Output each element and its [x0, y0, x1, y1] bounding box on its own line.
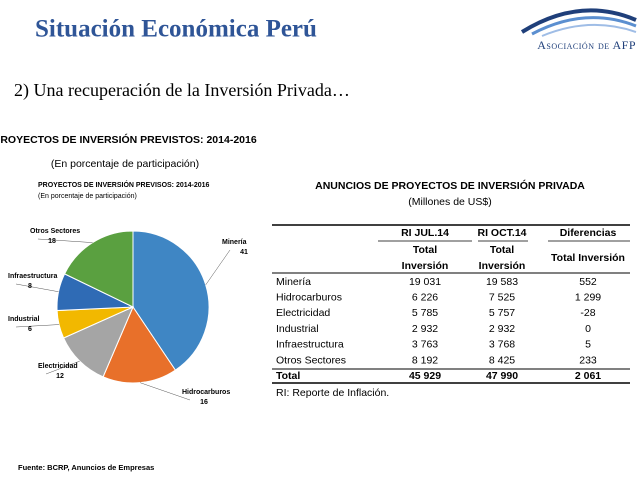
slice-label: Industrial — [8, 316, 40, 323]
table-cell: 5 785 — [412, 307, 438, 319]
slice-label: Otros Sectores — [30, 228, 80, 235]
slice-value: 12 — [56, 373, 64, 380]
logo-arc — [541, 23, 637, 37]
slice-value: 8 — [28, 283, 32, 290]
table-subtitle: (Millones de US$) — [408, 196, 491, 208]
slide-title: Situación Económica Perú — [35, 16, 317, 43]
column-header: Total Inversión — [551, 252, 625, 264]
table-cell: 5 757 — [489, 307, 515, 319]
row-label: Infraestructura — [276, 339, 344, 351]
slice-label: Electricidad — [38, 363, 78, 370]
table-cell: 5 — [585, 339, 591, 351]
pie-slice — [132, 230, 210, 371]
table-cell: 8 192 — [412, 354, 438, 366]
table-cell: 19 583 — [486, 276, 518, 288]
row-label: Minería — [276, 276, 311, 288]
logo-text: Asociación de AFP — [537, 38, 636, 52]
chart-inner-subtitle: (En porcentaje de participación) — [38, 193, 137, 200]
chart-title: PROYECTOS DE INVERSIÓN PREVISTOS: 2014-2… — [0, 133, 257, 146]
leader-line — [205, 249, 231, 286]
logo-arc — [531, 16, 637, 36]
leader-line — [45, 360, 80, 375]
table-cell: 2 932 — [412, 323, 438, 335]
table-cell: 6 226 — [412, 291, 438, 303]
table-cell: 233 — [579, 354, 597, 366]
table-cell: 3 768 — [489, 339, 515, 351]
table-cell: 1 299 — [575, 291, 601, 303]
table-cell: 7 525 — [489, 291, 515, 303]
row-label: Otros Sectores — [276, 354, 346, 366]
chart-inner-title: PROYECTOS DE INVERSIÓN PREVISOS: 2014-20… — [38, 180, 210, 189]
table-cell: 8 425 — [489, 354, 515, 366]
table-cell: 2 061 — [575, 370, 601, 382]
table-title: ANUNCIOS DE PROYECTOS DE INVERSIÓN PRIVA… — [315, 179, 585, 192]
row-label: Electricidad — [276, 307, 330, 319]
row-label: Hidrocarburos — [276, 291, 342, 303]
row-label: Total — [276, 370, 300, 382]
table-cell: 19 031 — [409, 276, 441, 288]
row-label: Industrial — [276, 323, 319, 335]
slice-value: 41 — [240, 249, 248, 256]
leader-line — [15, 283, 59, 292]
table-cell: 45 929 — [409, 370, 441, 382]
table-cell: 2 932 — [489, 323, 515, 335]
table-cell: 47 990 — [486, 370, 518, 382]
chart-subtitle: (En porcentaje de participación) — [51, 158, 199, 170]
slice-value: 6 — [28, 326, 32, 333]
logo-arc — [520, 8, 637, 34]
table-cell: 3 763 — [412, 339, 438, 351]
slice-label: Hidrocarburos — [182, 389, 230, 396]
table-cell: 552 — [579, 276, 597, 288]
slice-value: 18 — [48, 238, 56, 245]
leader-line — [37, 238, 93, 243]
footer: Fuente: BCRP, Anuncios de Empresas — [18, 463, 154, 472]
table-note: RI: Reporte de Inflación. — [276, 387, 389, 399]
column-header: Total Inversión — [402, 244, 449, 272]
slice-value: 16 — [200, 399, 208, 406]
column-group: Diferencias — [560, 227, 617, 239]
section-heading: 2) Una recuperación de la Inversión Priv… — [14, 80, 350, 101]
slice-label: Minería — [222, 239, 247, 246]
table-cell: -28 — [580, 307, 595, 319]
table-cell: 0 — [585, 323, 591, 335]
column-header: Total Inversión — [479, 244, 526, 272]
pie-slice — [102, 305, 177, 384]
slice-label: Infraestructura — [8, 273, 58, 280]
column-group: RI OCT.14 — [477, 227, 526, 239]
leader-line — [15, 324, 60, 328]
leader-line — [139, 382, 191, 401]
column-group: RI JUL.14 — [401, 227, 449, 239]
